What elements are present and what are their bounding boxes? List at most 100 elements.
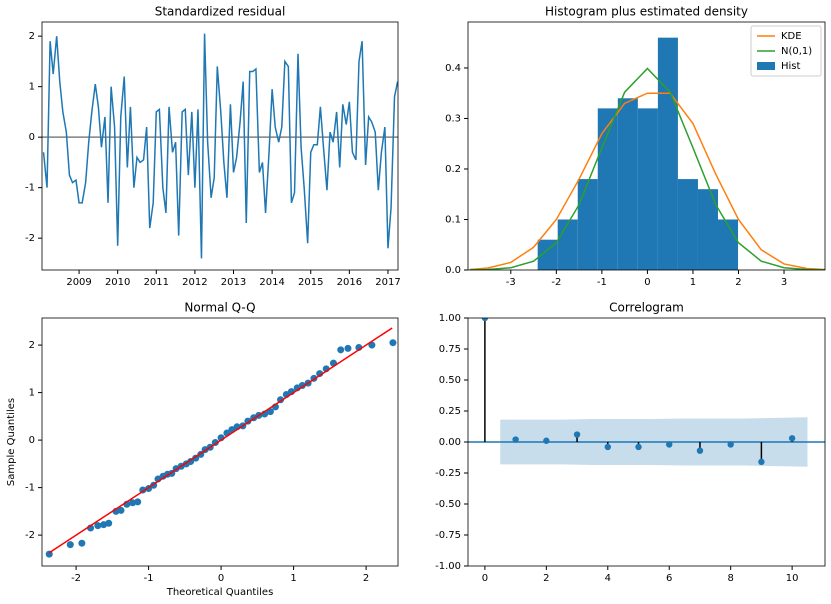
y-tick-label: 0.00 <box>439 437 461 448</box>
qq-point <box>94 522 102 530</box>
y-tick-label: -1.00 <box>435 561 461 572</box>
qq-point <box>368 341 376 349</box>
y-tick-label: -1 <box>25 183 35 194</box>
x-tick-label: 2 <box>735 277 741 288</box>
plot-area <box>45 327 397 558</box>
stem-marker <box>635 443 642 451</box>
x-tick-label: 2012 <box>182 277 207 288</box>
y-tick-label: -2 <box>25 233 35 244</box>
x-tick-label: 10 <box>786 573 799 584</box>
stem-marker <box>758 458 765 466</box>
stem-marker <box>481 318 489 322</box>
y-tick-label: 0.75 <box>439 344 461 355</box>
x-tick-label: 8 <box>727 573 733 584</box>
qq-point <box>134 498 142 506</box>
y-tick-label: 0.0 <box>445 265 461 276</box>
y-tick-label: 0 <box>29 132 35 143</box>
hist-bar <box>617 98 638 270</box>
x-tick-label: 2015 <box>298 277 323 288</box>
hist-bar <box>697 189 718 270</box>
stem-marker <box>512 436 519 443</box>
hist-bar <box>597 108 618 270</box>
qq-point <box>389 339 397 347</box>
x-tick-label: 0 <box>644 277 650 288</box>
y-tick-label: 0.2 <box>445 164 461 175</box>
x-axis-label: Theoretical Quantiles <box>166 587 274 598</box>
density-line <box>469 92 825 270</box>
stem-marker <box>573 431 581 438</box>
stem-marker <box>543 437 550 444</box>
y-tick-label: 0 <box>29 435 35 446</box>
qq-point <box>117 506 125 514</box>
x-tick-label: -2 <box>551 277 561 288</box>
y-axis-label: Sample Quantiles <box>6 398 17 486</box>
x-tick-label: 3 <box>781 277 787 288</box>
x-tick-label: 1 <box>690 277 696 288</box>
qq-point <box>344 344 352 352</box>
x-tick-label: 2009 <box>66 277 91 288</box>
y-tick-label: -0.50 <box>435 499 461 510</box>
panel-title: Correlogram <box>609 301 684 315</box>
qq-line <box>48 327 393 554</box>
stem-marker <box>727 441 734 448</box>
x-tick-label: -3 <box>506 277 516 288</box>
panel-title: Histogram plus estimated density <box>545 5 748 19</box>
hist-bar <box>537 239 558 270</box>
axes-frame <box>467 317 826 567</box>
y-tick-label: 2 <box>29 31 35 42</box>
hist-bar <box>677 179 698 270</box>
residual-line <box>42 33 398 259</box>
x-tick-label: 4 <box>605 573 611 584</box>
y-tick-label: 0.4 <box>445 63 461 74</box>
legend-label: KDE <box>781 31 802 42</box>
x-tick-label: 0 <box>482 573 488 584</box>
qq-point <box>316 370 324 378</box>
legend-label: Hist <box>781 61 801 72</box>
legend-label: N(0,1) <box>781 46 812 57</box>
stem-marker <box>696 447 704 454</box>
hist-bar <box>717 219 739 270</box>
stem-marker <box>788 435 796 442</box>
axes-frame <box>41 317 399 567</box>
qq-point <box>78 539 86 547</box>
stem-marker <box>604 443 611 451</box>
y-tick-label: 0.25 <box>439 406 461 417</box>
hist-bar <box>577 179 598 270</box>
plot-area <box>42 33 398 259</box>
y-tick-label: -1 <box>25 483 35 494</box>
plot-area <box>469 37 825 270</box>
y-tick-label: -2 <box>25 530 35 541</box>
axes-frame <box>41 21 399 271</box>
hist-bar <box>637 108 658 270</box>
y-tick-label: 0.3 <box>445 113 461 124</box>
x-tick-label: 2014 <box>259 277 284 288</box>
qq-point <box>266 408 274 416</box>
x-tick-label: 2 <box>543 573 549 584</box>
x-tick-label: 2017 <box>375 277 400 288</box>
x-tick-label: 2010 <box>105 277 130 288</box>
stem-marker <box>666 441 673 448</box>
x-tick-label: 2 <box>363 573 369 584</box>
density-line <box>469 67 825 270</box>
panel-title: Standardized residual <box>155 5 286 19</box>
panel-title: Normal Q-Q <box>184 301 255 315</box>
x-tick-label: 1 <box>290 573 296 584</box>
x-tick-label: 2016 <box>337 277 362 288</box>
y-tick-label: 1.00 <box>439 313 461 324</box>
y-tick-label: -0.75 <box>435 530 461 541</box>
plot-area <box>468 318 825 467</box>
y-tick-label: 0.1 <box>445 214 461 225</box>
qq-point <box>105 519 113 527</box>
axes-frame <box>467 21 826 271</box>
y-tick-label: 1 <box>29 82 35 93</box>
hist-bar <box>657 37 678 270</box>
y-tick-label: 2 <box>29 340 35 351</box>
qq-point <box>337 346 345 354</box>
x-tick-label: 6 <box>666 573 672 584</box>
x-tick-label: -2 <box>71 573 81 584</box>
x-tick-label: 2013 <box>221 277 246 288</box>
legend-swatch <box>757 62 775 70</box>
y-tick-label: 0.50 <box>439 375 461 386</box>
y-tick-label: 1 <box>29 388 35 399</box>
